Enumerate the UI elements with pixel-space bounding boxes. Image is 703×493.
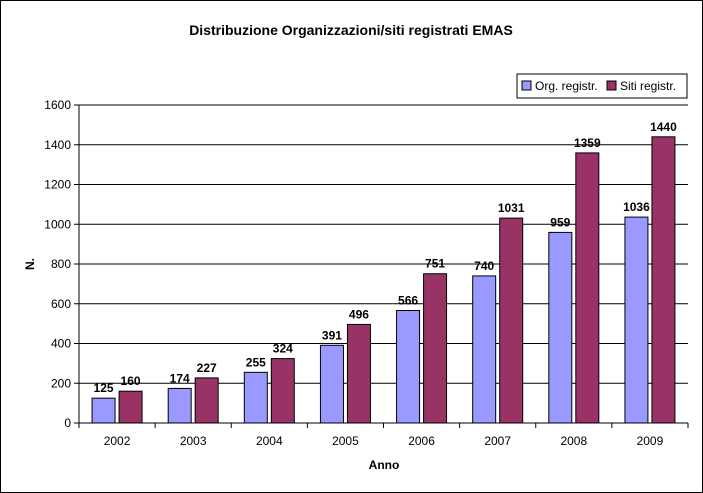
bar-siti-2005 — [346, 323, 371, 424]
data-label-siti-2007: 1031 — [498, 201, 525, 215]
data-label-org-2004: 255 — [246, 355, 266, 369]
x-tick-label-2008: 2008 — [560, 434, 587, 448]
y-tick-label-1000: 1000 — [44, 217, 71, 231]
data-label-org-2009: 1036 — [623, 200, 650, 214]
data-label-org-2006: 566 — [398, 294, 418, 308]
x-tick-label-2003: 2003 — [180, 434, 207, 448]
bar-siti-2009 — [651, 136, 676, 424]
chart-title: Distribuzione Organizzazioni/siti regist… — [189, 22, 513, 38]
x-tick-label-2006: 2006 — [408, 434, 435, 448]
axes-layer — [74, 104, 689, 428]
y-axis-label: N. — [23, 258, 37, 270]
bar-siti-2006 — [423, 273, 448, 424]
bar-org-2009 — [624, 216, 649, 424]
bar-siti-2008 — [575, 152, 600, 424]
bar-siti-2007 — [499, 217, 524, 424]
bar-siti-2004 — [270, 358, 295, 424]
data-label-siti-2005: 496 — [349, 307, 369, 321]
legend-label-org: Org. registr. — [535, 79, 598, 93]
data-label-org-2002: 125 — [94, 381, 114, 395]
bar-org-2006 — [396, 310, 421, 424]
bar-org-2007 — [472, 275, 497, 424]
data-label-org-2008: 959 — [550, 215, 570, 229]
data-label-siti-2002: 160 — [121, 374, 141, 388]
legend-box — [516, 73, 688, 99]
bar-siti-2003 — [194, 377, 219, 424]
x-tick-label-2004: 2004 — [256, 434, 283, 448]
y-tick-label-600: 600 — [51, 297, 71, 311]
bar-org-2004 — [243, 371, 268, 424]
data-label-siti-2006: 751 — [425, 257, 445, 271]
x-tick-label-2002: 2002 — [104, 434, 131, 448]
x-tick-label-2007: 2007 — [484, 434, 511, 448]
labels-layer: 0 200 400 600 800 1000 1200 1400 1600 125 160 2002 1… — [44, 98, 677, 448]
data-label-org-2003: 174 — [170, 371, 190, 385]
y-tick-label-1400: 1400 — [44, 138, 71, 152]
y-tick-label-200: 200 — [51, 376, 71, 390]
legend-swatch-org — [521, 80, 532, 91]
data-label-siti-2009: 1440 — [650, 120, 677, 134]
data-label-siti-2008: 1359 — [574, 136, 601, 150]
x-tick-label-2005: 2005 — [332, 434, 359, 448]
x-axis-label: Anno — [369, 458, 400, 472]
data-label-org-2005: 391 — [322, 328, 342, 342]
data-label-siti-2004: 324 — [273, 342, 293, 356]
bar-org-2005 — [319, 344, 344, 424]
legend-swatch-siti — [606, 80, 617, 91]
data-label-org-2007: 740 — [474, 259, 494, 273]
bar-siti-2002 — [118, 390, 143, 424]
y-tick-label-1600: 1600 — [44, 98, 71, 112]
grid-layer — [79, 104, 688, 384]
y-tick-label-0: 0 — [64, 416, 71, 430]
legend: Org. registr. Siti registr. — [516, 73, 688, 99]
y-tick-label-1200: 1200 — [44, 178, 71, 192]
bar-org-2002 — [91, 397, 116, 424]
x-tick-label-2009: 2009 — [637, 434, 664, 448]
y-tick-label-800: 800 — [51, 257, 71, 271]
bar-org-2003 — [167, 387, 192, 424]
bar-org-2008 — [548, 231, 573, 424]
data-label-siti-2003: 227 — [197, 361, 217, 375]
legend-label-siti: Siti registr. — [620, 79, 676, 93]
y-tick-label-400: 400 — [51, 337, 71, 351]
